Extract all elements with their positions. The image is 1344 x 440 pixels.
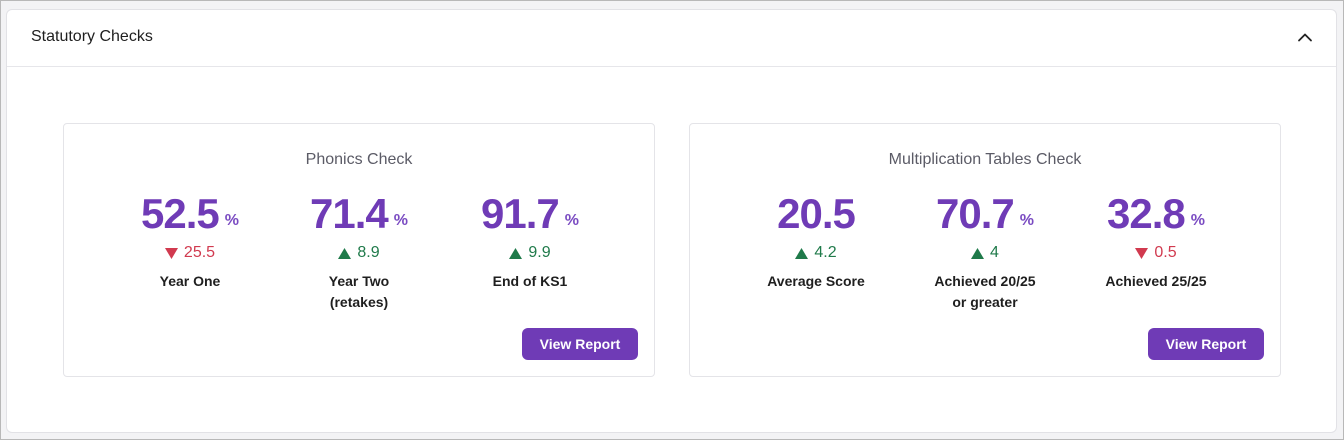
metric-achieved-25-25: 32.8 % 0.5 Achieved 25/25 [1071, 192, 1241, 292]
triangle-down-icon [164, 247, 178, 259]
triangle-down-icon [1135, 247, 1149, 259]
metric-value: 20.5 [777, 190, 856, 237]
change-value: 25.5 [183, 244, 216, 261]
metric-change: 4.2 [731, 244, 901, 262]
metric-unit: % [1190, 212, 1205, 229]
metric-change: 4 [900, 244, 1070, 262]
change-value: 9.9 [528, 244, 551, 261]
metric-label: Year One [105, 271, 275, 292]
change-value: 0.5 [1154, 244, 1177, 261]
metric-change: 25.5 [105, 244, 275, 262]
metric-value: 70.7 [936, 190, 1015, 237]
metric-label: Year Two (retakes) [328, 273, 390, 310]
triangle-up-icon [971, 247, 985, 259]
multiplication-tables-check-card: Multiplication Tables Check 20.5 4.2 Ave… [689, 123, 1281, 377]
change-value: 4.2 [814, 244, 837, 261]
card-title: Phonics Check [305, 151, 413, 168]
metric-label-text: Year One [159, 273, 221, 289]
metric-value: 52.5 [141, 190, 220, 237]
metric-label: Achieved 20/25 or greater [934, 273, 1036, 310]
view-report-button[interactable]: View Report [522, 328, 638, 360]
card-title: Multiplication Tables Check [888, 151, 1082, 168]
metric-unit: % [393, 212, 408, 229]
triangle-up-icon [509, 247, 523, 259]
metric-end-of-ks1: 91.7 % 9.9 End of KS1 [445, 192, 615, 292]
metric-unit: % [224, 212, 239, 229]
triangle-up-icon [795, 247, 809, 259]
phonics-check-card: Phonics Check 52.5 % 25.5 Year One 71.4 … [63, 123, 655, 377]
metric-year-one: 52.5 % 25.5 Year One [105, 192, 275, 292]
panel-header[interactable]: Statutory Checks [7, 10, 1336, 67]
metric-achieved-20-25: 70.7 % 4 Achieved 20/25 or greater [900, 192, 1070, 313]
metric-average-score: 20.5 4.2 Average Score [731, 192, 901, 292]
metric-value: 71.4 [310, 190, 389, 237]
view-report-button[interactable]: View Report [1148, 328, 1264, 360]
panel-title: Statutory Checks [31, 28, 153, 45]
metric-label: Average Score [767, 273, 865, 289]
collapse-button[interactable] [1292, 24, 1318, 50]
change-value: 4 [990, 244, 999, 261]
metric-unit: % [1019, 212, 1034, 229]
statutory-checks-panel: Statutory Checks Phonics Check 52.5 % 25… [6, 9, 1337, 433]
metric-year-two-retakes: 71.4 % 8.9 Year Two (retakes) [274, 192, 444, 313]
metric-label: Achieved 25/25 [1105, 273, 1207, 289]
metric-change: 8.9 [274, 244, 444, 262]
change-value: 8.9 [357, 244, 380, 261]
metric-change: 0.5 [1071, 244, 1241, 262]
metric-value: 32.8 [1107, 190, 1186, 237]
triangle-up-icon [338, 247, 352, 259]
metric-unit: % [564, 212, 579, 229]
chevron-up-icon [1298, 33, 1312, 42]
metric-change: 9.9 [445, 244, 615, 262]
metric-label: End of KS1 [492, 273, 568, 289]
metric-value: 91.7 [481, 190, 560, 237]
